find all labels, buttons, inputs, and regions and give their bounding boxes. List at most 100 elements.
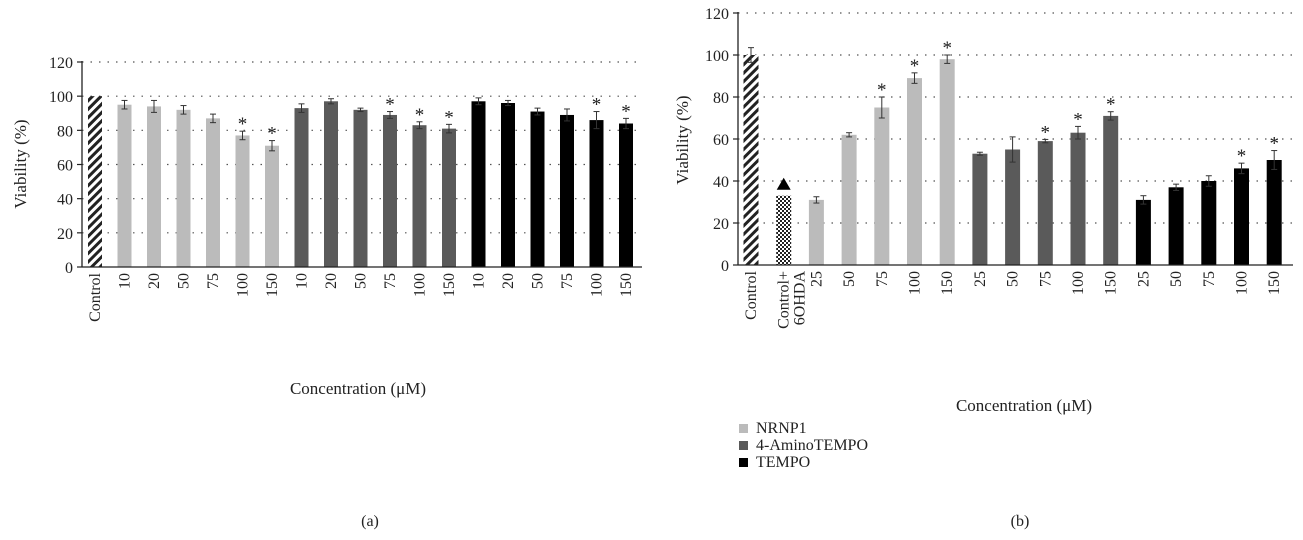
x-tick-label: 75 — [874, 271, 891, 287]
bar-tempo — [619, 123, 633, 267]
panel-b-y-axis-label: Viability (%) — [673, 95, 692, 184]
x-tick-label: 20 — [146, 273, 163, 289]
x-tick-label: 20 — [323, 273, 340, 289]
x-tick-label: 10 — [294, 273, 311, 289]
x-tick-label: 100 — [1234, 271, 1251, 295]
significance-marker: * — [1269, 134, 1279, 155]
bar-tempo — [530, 111, 545, 268]
x-tick-label: 75 — [559, 273, 576, 289]
panel-a-label: (a) — [361, 513, 379, 530]
bar-nrnp1 — [874, 107, 890, 265]
x-tick-label: 20 — [500, 273, 517, 289]
bar-tempo — [471, 101, 486, 268]
y-tick-label: 40 — [713, 174, 729, 191]
legend-label: TEMPO — [756, 454, 810, 471]
x-tick-label: 150 — [1103, 271, 1120, 295]
significance-marker: * — [877, 80, 887, 101]
x-tick-label: 10 — [471, 273, 488, 289]
panel-a-y-ticks: 0 20 40 60 80 100 120 — [49, 55, 82, 277]
y-tick-label: 0 — [721, 258, 729, 275]
x-tick-label: 75 — [1201, 271, 1218, 287]
significance-marker: * — [267, 124, 277, 145]
x-tick-label: 100 — [589, 273, 606, 297]
bar-tempo — [1234, 168, 1249, 265]
significance-marker: * — [1041, 122, 1051, 143]
legend-swatch — [739, 458, 748, 467]
bar-tempo — [1201, 181, 1217, 265]
x-tick-label: 50 — [530, 273, 547, 289]
bar-4-aminotempo — [1037, 141, 1053, 265]
bar-nrnp1 — [939, 59, 955, 266]
x-tick-label: 100 — [412, 273, 429, 297]
x-tick-label: Control+6OHDA — [776, 271, 809, 329]
panel-b-bars: * * * * * * * * — [743, 38, 1282, 266]
legend-label: NRNP1 — [756, 420, 807, 437]
bar-4-aminotempo — [412, 125, 427, 267]
y-tick-label: 80 — [57, 123, 73, 140]
x-tick-label: 50 — [353, 273, 370, 289]
panel-b-label: (b) — [1011, 513, 1030, 530]
bar-tempo — [501, 103, 515, 267]
y-tick-label: 60 — [713, 132, 729, 149]
bar-4-aminotempo — [442, 128, 456, 267]
significance-marker: * — [444, 107, 454, 128]
bar-nrnp1 — [841, 134, 857, 265]
bar-4-aminotempo — [353, 109, 368, 267]
bar-4-aminotempo — [383, 114, 397, 267]
bar-4-aminotempo — [1070, 132, 1086, 265]
significance-marker: * — [385, 95, 395, 116]
x-tick-label: 150 — [939, 271, 956, 295]
y-tick-label: 20 — [57, 226, 73, 243]
bar-tempo — [1168, 187, 1184, 265]
bar-nrnp1 — [907, 78, 922, 265]
panel-b-x-axis-label: Concentration (μM) — [956, 396, 1092, 415]
panel-b-x-ticks: Control Control+6OHDA 25 50 75 100 150 25 50 75 10… — [743, 270, 1283, 328]
bar-tempo — [1266, 160, 1282, 265]
x-tick-label: 50 — [176, 273, 193, 289]
significance-marker: * — [592, 95, 602, 116]
x-tick-label: 150 — [1266, 271, 1283, 295]
significance-marker: * — [1106, 95, 1116, 116]
significance-marker: * — [942, 38, 952, 59]
x-tick-label: 25 — [1135, 271, 1152, 287]
bar-tempo — [1135, 199, 1151, 265]
x-tick-label: 150 — [618, 273, 635, 297]
x-tick-label: Control — [87, 272, 104, 321]
x-tick-label: 25 — [808, 271, 825, 287]
panel-a-y-axis-label: Viability (%) — [11, 119, 30, 208]
bar-nrnp1 — [808, 199, 824, 265]
panel-a-x-axis-label: Concentration (μM) — [290, 379, 426, 398]
significance-marker: * — [238, 114, 248, 135]
significance-marker: * — [1237, 146, 1247, 167]
y-tick-label: 120 — [49, 55, 73, 72]
x-tick-label: Control — [743, 270, 760, 319]
x-tick-label: 150 — [264, 273, 281, 297]
bar-tempo — [560, 114, 574, 267]
bar-nrnp1 — [176, 109, 191, 267]
y-tick-label: 40 — [57, 192, 73, 209]
significance-marker: * — [621, 101, 631, 122]
bar-control — [88, 96, 102, 268]
panel-b-y-ticks: 0 20 40 60 80 100 120 — [705, 6, 738, 275]
bar-control — [743, 55, 759, 265]
bar-4-aminotempo — [294, 108, 309, 267]
x-tick-label: 50 — [1005, 271, 1022, 287]
x-tick-label: 150 — [441, 273, 458, 297]
x-tick-label: 100 — [907, 271, 924, 295]
x-tick-label: 75 — [1037, 271, 1054, 287]
y-tick-label: 60 — [57, 158, 73, 175]
x-tick-label: 100 — [235, 273, 252, 297]
x-tick-label: 10 — [117, 273, 134, 289]
significance-marker: * — [1073, 109, 1083, 130]
bar-4-aminotempo — [972, 153, 988, 265]
y-tick-label: 120 — [705, 6, 729, 23]
bar-nrnp1 — [147, 106, 161, 268]
x-tick-label: 75 — [205, 273, 222, 289]
y-tick-label: 100 — [705, 48, 729, 65]
bar-nrnp1 — [206, 118, 220, 267]
y-tick-label: 20 — [713, 216, 729, 233]
bar-nrnp1 — [265, 145, 279, 267]
panel-a-chart: * * * * * * * 0 20 40 60 80 100 120 Control 10 20 50 75 1… — [11, 55, 642, 530]
